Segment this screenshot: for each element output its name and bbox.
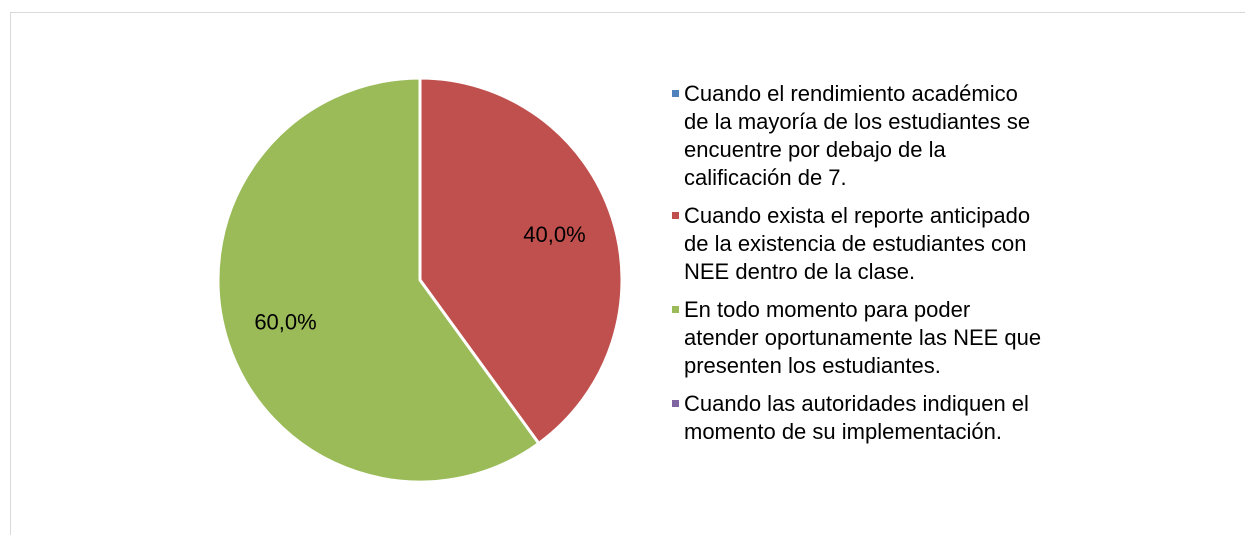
pie-slice (418, 76, 624, 446)
legend-swatch (672, 90, 679, 97)
legend-label: Cuando las autoridades indiquen el momen… (684, 391, 1029, 444)
legend-swatch (672, 306, 679, 313)
pie-slice (216, 76, 541, 484)
legend-item: En todo momento para poder atender oport… (672, 296, 1042, 380)
data-label: 40,0% (523, 222, 585, 247)
legend-label: Cuando exista el reporte anticipado de l… (684, 203, 1031, 284)
legend-swatch (672, 212, 679, 219)
chart-frame (10, 12, 1245, 535)
legend-item: Cuando exista el reporte anticipado de l… (672, 202, 1042, 286)
legend-item: Cuando las autoridades indiquen el momen… (672, 390, 1042, 446)
legend-label: En todo momento para poder atender oport… (684, 297, 1042, 378)
data-label: 60,0% (254, 310, 316, 335)
legend-item: Cuando el rendimiento académico de la ma… (672, 80, 1042, 192)
legend: Cuando el rendimiento académico de la ma… (672, 80, 1042, 456)
legend-swatch (672, 400, 679, 407)
legend-label: Cuando el rendimiento académico de la ma… (684, 81, 1031, 190)
